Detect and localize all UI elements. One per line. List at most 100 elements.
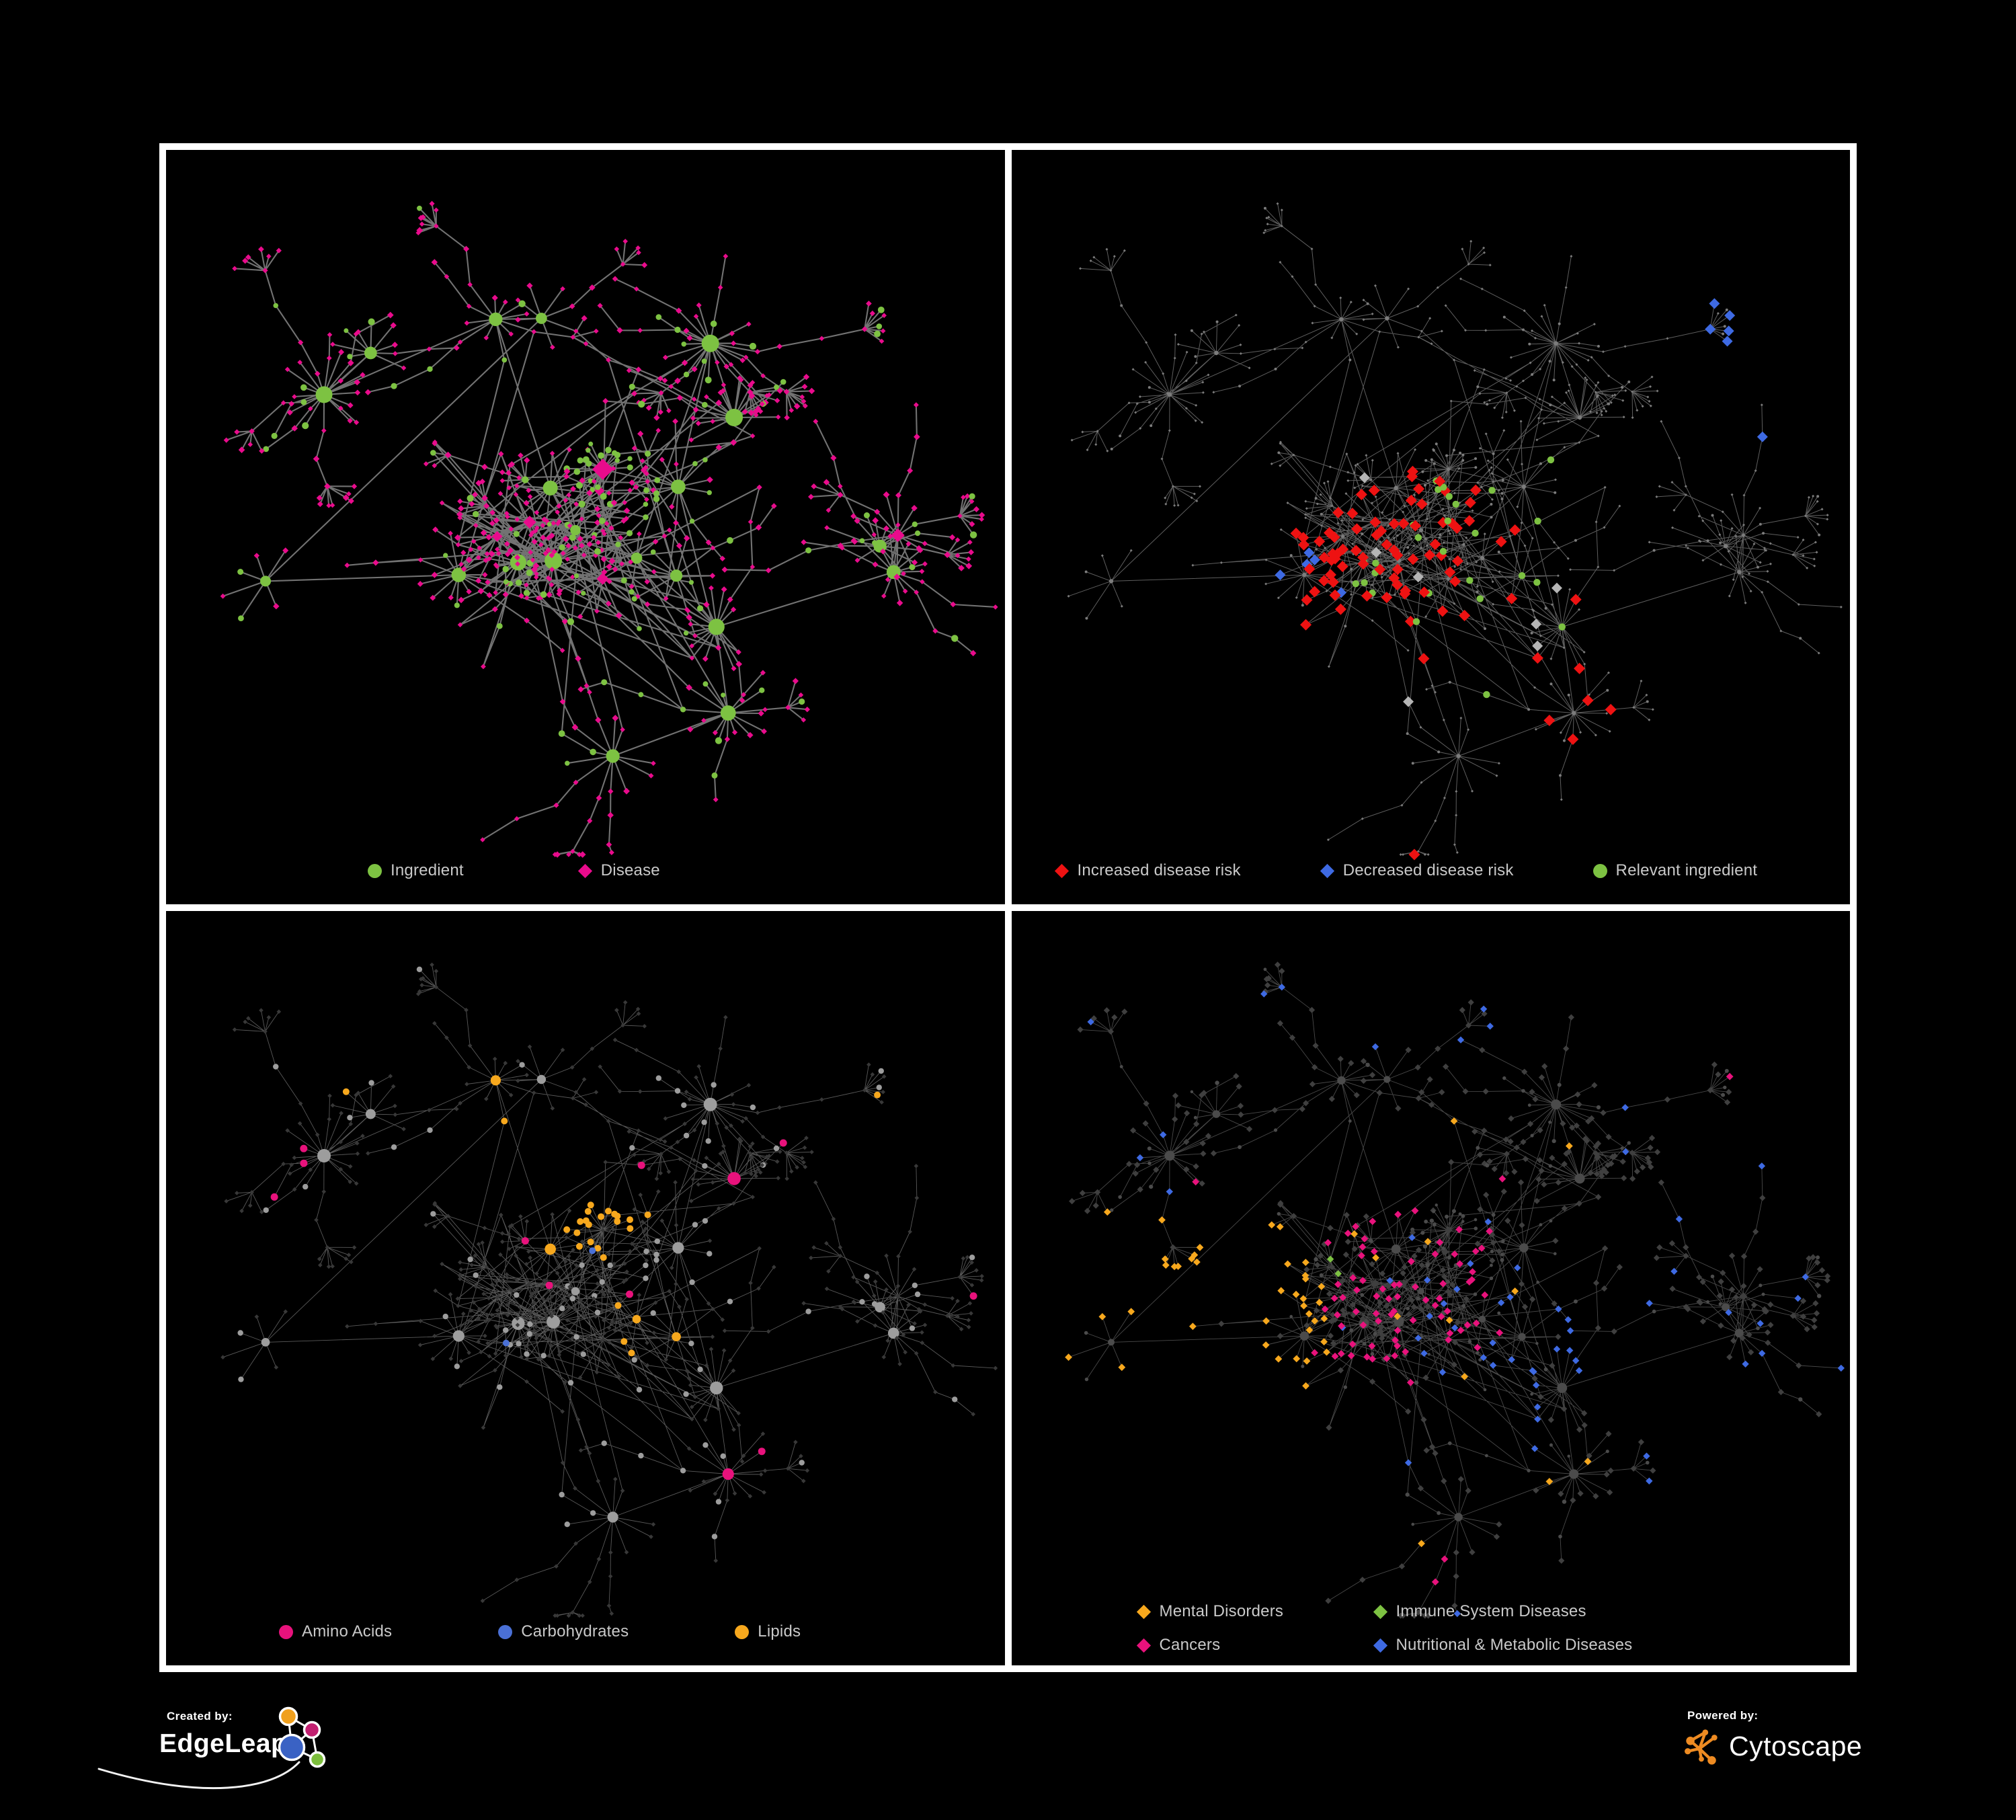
graph-node <box>1420 781 1423 784</box>
graph-node <box>606 1603 612 1608</box>
graph-node <box>1445 1279 1450 1284</box>
graph-node <box>508 1309 513 1314</box>
legend-item: Decreased disease risk <box>1320 861 1514 880</box>
graph-node <box>692 406 699 413</box>
graph-node <box>642 1024 647 1029</box>
graph-node <box>952 1396 958 1402</box>
graph-node <box>604 1282 609 1287</box>
graph-node <box>799 698 805 705</box>
graph-node <box>1163 496 1166 500</box>
graph-node <box>958 565 965 571</box>
graph-node <box>1577 441 1580 444</box>
graph-node <box>1584 1458 1591 1466</box>
carbohydrates-legend-marker <box>498 1624 513 1639</box>
graph-node <box>1802 1273 1809 1281</box>
graph-node <box>1437 750 1440 754</box>
graph-node <box>710 418 715 424</box>
graph-node <box>1769 542 1772 545</box>
graph-node <box>1705 1300 1709 1304</box>
graph-node <box>808 387 815 395</box>
graph-node <box>1449 576 1461 588</box>
graph-node <box>1811 494 1814 498</box>
graph-node <box>364 346 377 360</box>
graph-node <box>1441 1273 1447 1280</box>
graph-node <box>591 479 597 484</box>
graph-node <box>1726 1072 1734 1080</box>
graph-node <box>676 543 682 549</box>
graph-node <box>493 1351 498 1356</box>
graph-node <box>884 1287 889 1292</box>
graph-node <box>1490 1239 1496 1246</box>
graph-node <box>1539 408 1543 411</box>
graph-node <box>1295 596 1298 599</box>
graph-node <box>966 1318 971 1322</box>
graph-node <box>498 1252 503 1257</box>
graph-node <box>1431 1450 1439 1457</box>
graph-node <box>234 429 240 435</box>
graph-node <box>1378 1285 1386 1293</box>
graph-node <box>546 1309 551 1314</box>
graph-node <box>1560 1405 1567 1412</box>
graph-node <box>624 1269 629 1274</box>
graph-node <box>1675 1215 1683 1223</box>
graph-node <box>720 1317 725 1322</box>
graph-node <box>1590 356 1593 359</box>
graph-node <box>1478 446 1482 450</box>
graph-node <box>1174 1263 1182 1270</box>
graph-node <box>1172 504 1176 507</box>
graph-node <box>1303 547 1314 559</box>
graph-node <box>705 1138 711 1144</box>
graph-node <box>874 1091 881 1099</box>
graph-node <box>523 500 530 506</box>
graph-node <box>876 1084 882 1091</box>
graph-node <box>1502 1136 1509 1143</box>
graph-node <box>1652 1309 1656 1314</box>
graph-node <box>1283 1260 1291 1268</box>
graph-node <box>1717 1322 1724 1329</box>
graph-node <box>784 1176 789 1181</box>
graph-node <box>1744 601 1747 604</box>
graph-node <box>1357 1252 1365 1259</box>
graph-node <box>802 403 808 409</box>
graph-node <box>957 513 963 519</box>
graph-node <box>969 521 975 527</box>
graph-node <box>487 1317 492 1322</box>
graph-node <box>634 286 639 292</box>
graph-node <box>1168 429 1171 432</box>
graph-node <box>446 1214 450 1218</box>
graph-node <box>1531 537 1534 540</box>
graph-node <box>746 321 752 327</box>
graph-node <box>909 564 916 571</box>
graph-node <box>1796 536 1800 539</box>
graph-node <box>912 1282 918 1288</box>
graph-node <box>951 635 959 642</box>
graph-node <box>431 571 438 578</box>
graph-node <box>1603 485 1607 489</box>
graph-node <box>907 467 914 474</box>
graph-node <box>663 596 669 601</box>
graph-node <box>896 600 903 606</box>
graph-node <box>519 1062 525 1068</box>
graph-node <box>1350 545 1362 557</box>
graph-node <box>721 566 728 573</box>
graph-node <box>610 500 618 506</box>
graph-node <box>1323 527 1335 539</box>
graph-node <box>1430 458 1433 461</box>
graph-node <box>1497 1299 1504 1306</box>
graph-node <box>851 1275 856 1279</box>
graph-node <box>1447 1255 1451 1260</box>
graph-node <box>1539 1223 1542 1226</box>
graph-node <box>1331 1352 1338 1360</box>
graph-node <box>1400 1281 1406 1288</box>
graph-node <box>1373 1322 1377 1327</box>
graph-node <box>1453 491 1456 495</box>
graph-node <box>901 1332 906 1337</box>
graph-node <box>912 1321 917 1326</box>
graph-node <box>637 1089 643 1094</box>
graph-node <box>274 1365 279 1370</box>
graph-node <box>1604 409 1607 413</box>
graph-node <box>637 327 643 333</box>
graph-node <box>1361 318 1365 321</box>
graph-node <box>533 1290 538 1295</box>
graph-node <box>354 389 361 396</box>
